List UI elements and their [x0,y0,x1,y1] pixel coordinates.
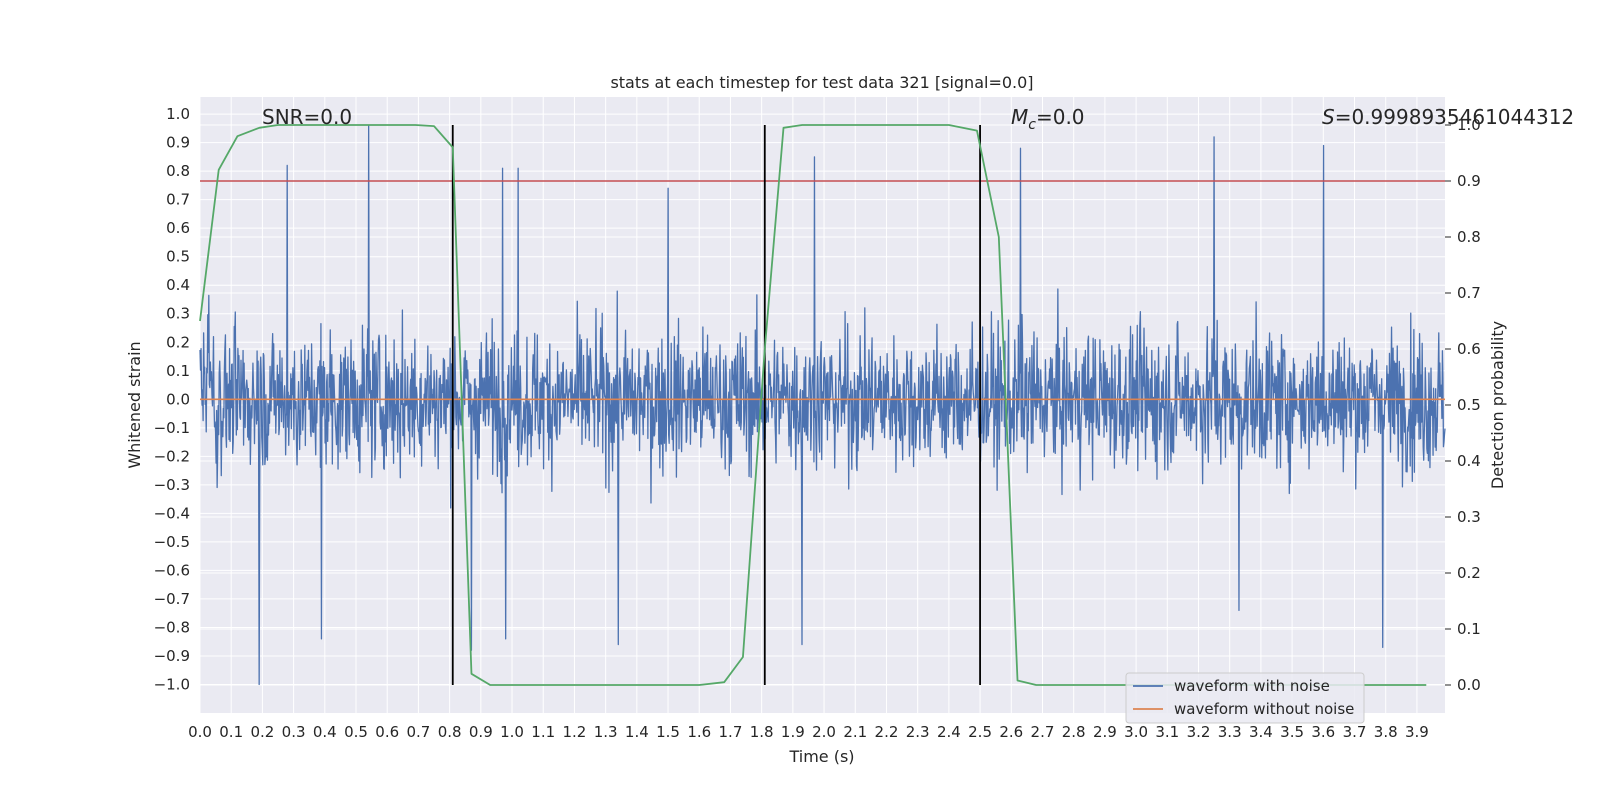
x-tick-label: 1.4 [625,723,649,741]
score-symbol: S [1322,105,1335,129]
y-tick-label: −0.1 [154,419,190,437]
y-tick-label: −0.5 [154,533,190,551]
y2-tick-label: 1.0 [1457,116,1481,134]
y-tick-label: 0.1 [166,362,190,380]
x-tick-label: 1.3 [594,723,618,741]
y2-tick-label: 0.8 [1457,228,1481,246]
x-tick-label: 3.0 [1124,723,1148,741]
legend-label-noise: waveform with noise [1174,677,1330,695]
x-tick-label: 2.3 [906,723,930,741]
y-tick-label: −0.8 [154,618,190,636]
x-tick-label: 1.7 [719,723,743,741]
chirp-mass-value: =0.0 [1036,105,1085,129]
x-tick-label: 0.2 [250,723,274,741]
y-tick-label: 0.7 [166,191,190,209]
y2-tick-label: 0.4 [1457,452,1481,470]
x-tick-label: 3.6 [1311,723,1335,741]
y-tick-label: 1.0 [166,105,190,123]
x-tick-label: 3.4 [1249,723,1273,741]
x-axis-label: Time (s) [788,747,854,766]
y-tick-label: 0.3 [166,305,190,323]
x-tick-label: 2.6 [999,723,1023,741]
chart-title: stats at each timestep for test data 321… [610,73,1033,92]
x-tick-label: 2.9 [1093,723,1117,741]
x-tick-label: 0.1 [219,723,243,741]
score-value: =0.9998935461044312 [1335,105,1574,129]
x-tick-label: 1.2 [563,723,587,741]
x-tick-label: 2.0 [812,723,836,741]
x-tick-label: 1.6 [687,723,711,741]
x-tick-label: 1.0 [500,723,524,741]
x-tick-label: 3.3 [1218,723,1242,741]
y-tick-label: 0.4 [166,276,190,294]
y2-tick-label: 0.2 [1457,564,1481,582]
x-tick-label: 2.8 [1062,723,1086,741]
y-tick-label: −0.2 [154,447,190,465]
x-tick-label: 1.9 [781,723,805,741]
legend-label-clean: waveform without noise [1174,700,1354,718]
x-tick-label: 3.5 [1280,723,1304,741]
x-tick-label: 2.2 [875,723,899,741]
x-tick-label: 3.7 [1343,723,1367,741]
noise-waveform-series [199,124,1446,686]
x-tick-label: 1.1 [531,723,555,741]
x-tick-label: 0.4 [313,723,337,741]
x-tick-label: 3.2 [1187,723,1211,741]
y-tick-label: 0.9 [166,134,190,152]
x-tick-label: 2.4 [937,723,961,741]
axis-ticks: 0.0 0.1 0.2 0.3 0.4 0.5 0.6 0.7 0.8 0.9 1.0 1.1 1.2 1… [154,105,1481,741]
legend: waveform with noise waveform without noi… [1125,672,1365,724]
x-tick-label: 3.8 [1374,723,1398,741]
x-tick-label: 0.9 [469,723,493,741]
detection-probability-line [199,124,1427,686]
x-tick-label: 2.1 [843,723,867,741]
chirp-mass-subscript: c [1028,117,1036,133]
x-tick-label: 3.1 [1155,723,1179,741]
legend-box [1125,672,1365,724]
y2-tick-label: 0.9 [1457,172,1481,190]
chirp-mass-annotation: Mc=0.0 [1011,105,1085,133]
x-tick-label: 0.0 [188,723,212,741]
y-tick-label: 0.2 [166,333,190,351]
x-tick-label: 0.7 [406,723,430,741]
score-annotation: S=0.9998935461044312 [1322,105,1574,129]
x-tick-label: 1.5 [656,723,680,741]
y2-tick-label: 0.7 [1457,284,1481,302]
y-tick-label: −0.6 [154,561,190,579]
x-tick-label: 0.3 [282,723,306,741]
x-tick-label: 0.8 [438,723,462,741]
x-tick-label: 1.8 [750,723,774,741]
y2-tick-label: 0.5 [1457,396,1481,414]
waveform-with-noise-line [199,124,1446,686]
x-tick-label: 0.5 [344,723,368,741]
y2-tick-label: 0.1 [1457,620,1481,638]
y2-tick-label: 0.3 [1457,508,1481,526]
x-tick-label: 0.6 [375,723,399,741]
y-tick-label: 0.6 [166,219,190,237]
y-tick-label: −0.7 [154,590,190,608]
y-tick-label: −1.0 [154,675,190,693]
x-tick-label: 2.7 [1031,723,1055,741]
chirp-mass-symbol: M [1011,105,1028,129]
x-tick-label: 2.5 [968,723,992,741]
y-tick-label: −0.4 [154,504,190,522]
y2-tick-label: 0.6 [1457,340,1481,358]
y-tick-label: 0.8 [166,162,190,180]
y-tick-label: 0.0 [166,390,190,408]
y-tick-label: −0.9 [154,647,190,665]
y-axis-label: Whitened strain [125,341,144,468]
snr-annotation: SNR=0.0 [262,105,352,129]
y-tick-label: 0.5 [166,248,190,266]
y2-axis-label: Detection probability [1488,321,1507,489]
y2-tick-label: 0.0 [1457,676,1481,694]
chart-lines [199,124,1445,686]
y-tick-label: −0.3 [154,476,190,494]
x-tick-label: 3.9 [1405,723,1429,741]
